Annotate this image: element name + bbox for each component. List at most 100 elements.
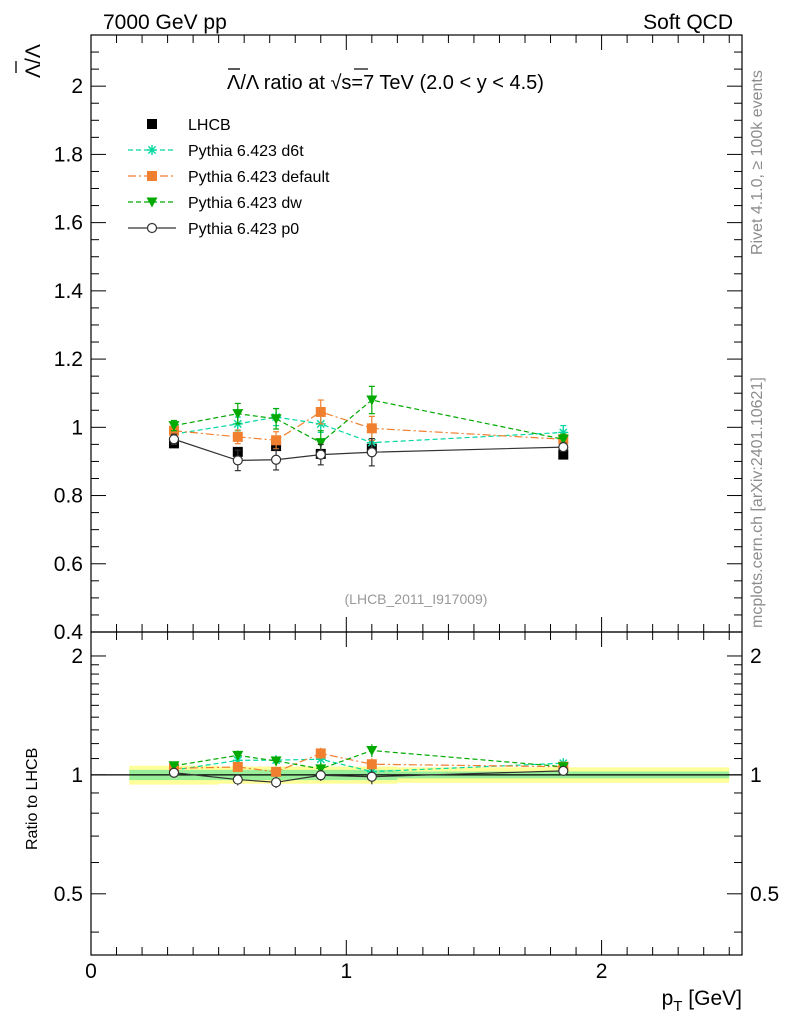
ratio-series-line [173, 770, 564, 783]
ratio-data-point [366, 771, 377, 782]
main-plot-panel: 0.4 0.6 0.8 1 1.2 1.4 1.6 1.8 2 Λ/Λ ratio at √s=… [15, 34, 743, 644]
y-tick-label: 1.2 [54, 348, 83, 371]
ratio-data-point [168, 767, 180, 778]
energy-label: 7000 GeV pp [103, 11, 227, 34]
data-point [558, 449, 569, 460]
data-point [168, 434, 180, 445]
series-line [173, 411, 564, 441]
plot-title: Λ/Λ ratio at √s=7 TeV (2.0 < y < 4.5) [227, 72, 544, 94]
legend-item: LHCB [147, 117, 231, 134]
ratio-data-point [232, 761, 243, 772]
data-point [232, 455, 243, 466]
ratio-data-point [366, 759, 377, 770]
legend-marker [147, 119, 157, 129]
data-point [315, 449, 326, 460]
main-axis-ticks: 0.4 0.6 0.8 1 1.2 1.4 1.6 1.8 2 [54, 35, 742, 644]
data-point [232, 409, 244, 420]
ratio-data-point [271, 766, 282, 777]
data-point [366, 447, 377, 458]
series-pythia-6-423-dw [168, 385, 569, 456]
ratio-y-tick-label: 1 [71, 764, 83, 787]
x-label-main: p [662, 987, 674, 1010]
ratio-data-point [232, 774, 243, 785]
ratio-data-point [315, 764, 327, 775]
y-tick-label: 1.6 [54, 212, 83, 235]
ratio-y-tick-label-right: 2 [750, 645, 762, 668]
ratio-series-line [173, 752, 564, 773]
legend-label: Pythia 6.423 d6t [188, 143, 304, 160]
legend-item: Pythia 6.423 p0 [128, 221, 299, 238]
ratio-data-point [315, 748, 326, 759]
y-tick-label: 2 [71, 75, 83, 98]
rivet-version-label: Rivet 4.1.0, ≥ 100k events [749, 70, 766, 255]
series-line [173, 438, 564, 462]
ratio-data-point [315, 770, 326, 781]
title-lead: Λ/Λ ratio at [227, 72, 330, 94]
y-tick-label: 0.4 [54, 621, 84, 644]
ratio-y-tick-label: 2 [71, 645, 83, 668]
legend-item: Pythia 6.423 d6t [128, 143, 304, 160]
data-point [558, 442, 569, 453]
y-tick-label: 0.8 [54, 485, 83, 508]
ratio-y-tick-label-right: 0.5 [750, 883, 779, 906]
y-tick-label: 1.8 [54, 143, 83, 166]
ratio-y-tick-label-right: 1 [750, 764, 762, 787]
data-point [315, 406, 326, 417]
legend-label: Pythia 6.423 default [188, 169, 330, 186]
data-point [271, 435, 282, 446]
legend-marker [147, 145, 157, 155]
y-tick-label: 0.6 [54, 553, 83, 576]
y-axis-label: Λ/Λ [22, 44, 45, 78]
ratio-series-layer [168, 744, 569, 789]
legend-label: Pythia 6.423 p0 [188, 221, 299, 238]
legend-label: Pythia 6.423 dw [188, 195, 302, 212]
ratio-y-axis-label: Ratio to LHCB [24, 748, 41, 850]
ratio-data-point [168, 761, 180, 772]
data-point [315, 438, 327, 449]
x-axis-label: pT [GeV] [662, 987, 742, 1015]
x-label-unit: [GeV] [682, 987, 742, 1010]
ratio-series-line [173, 758, 564, 773]
ratio-data-point [270, 777, 282, 788]
data-point [232, 431, 243, 442]
ratio-plot-panel: 0.5 0.5 1 1 2 2 Ratio to LHCB [24, 631, 779, 956]
data-point [270, 454, 282, 465]
ratio-data-point [558, 765, 569, 776]
series-line [173, 399, 564, 444]
data-point [366, 423, 377, 434]
x-tick-label: 0 [85, 960, 97, 983]
legend-marker [146, 197, 158, 208]
y-tick-label: 1.4 [54, 280, 84, 303]
y-tick-label: 1 [71, 416, 83, 439]
legend-item: Pythia 6.423 dw [128, 195, 302, 212]
legend-marker [147, 171, 157, 181]
ratio-axis-ticks: 0.5 0.5 1 1 2 2 [54, 632, 779, 955]
legend-marker [146, 222, 158, 234]
series-line [173, 416, 564, 444]
data-point [557, 434, 569, 445]
analysis-watermark: (LHCB_2011_I917009) [345, 591, 488, 607]
data-point [366, 395, 378, 406]
title-root-sign: √ [330, 72, 341, 94]
x-axis-tick-labels: 0 1 2 [85, 960, 607, 983]
star-stroke [147, 145, 157, 155]
ratio-series-line [173, 749, 564, 770]
x-tick-label: 1 [340, 960, 352, 983]
legend: LHCB Pythia 6.423 d6t Pythia 6.423 default… [128, 117, 330, 238]
ratio-plot-frame [90, 631, 743, 956]
series-pythia-6-423-p0 [168, 433, 569, 472]
legend-item: Pythia 6.423 default [128, 169, 330, 186]
mcplots-label: mcplots.cern.ch [arXiv:2401.10621] [749, 377, 766, 628]
main-series-layer [168, 385, 569, 472]
data-point [168, 421, 180, 432]
ratio-y-tick-label: 0.5 [54, 883, 83, 906]
x-tick-label: 2 [596, 960, 608, 983]
title-tail: s=7 TeV (2.0 < y < 4.5) [341, 72, 544, 94]
ratio-data-point [270, 756, 282, 767]
series-pythia-6-423-default [168, 399, 569, 450]
ratio-data-point [366, 746, 378, 757]
ratio-series-pythia-6-423-p0 [168, 765, 569, 789]
legend-label: LHCB [188, 117, 231, 134]
data-point [270, 414, 282, 425]
